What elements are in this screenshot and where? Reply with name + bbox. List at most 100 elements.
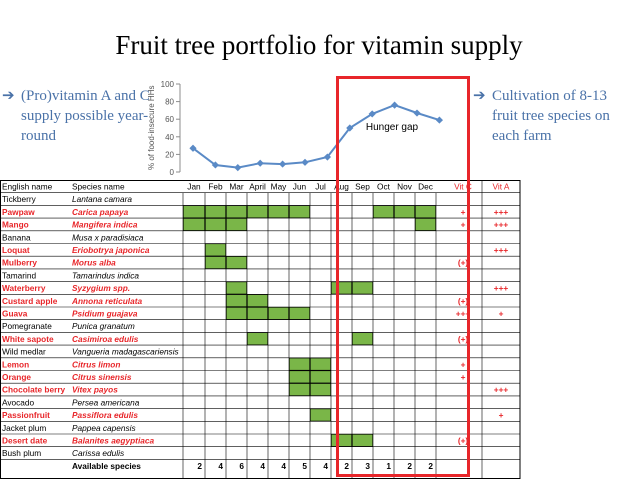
y-tick-label: 0 bbox=[170, 168, 175, 177]
english-name-cell: Mango bbox=[2, 220, 29, 230]
season-cell bbox=[414, 205, 436, 219]
season-cell bbox=[183, 218, 206, 231]
english-name-cell: Pomegranate bbox=[2, 321, 52, 331]
english-name-cell: Bush plum bbox=[2, 448, 41, 458]
header-month-nov: Nov bbox=[397, 182, 413, 192]
bullet-left: ➔ (Pro)vitamin A and C supply possible y… bbox=[2, 86, 152, 146]
species-name-cell: Passiflora edulis bbox=[72, 410, 138, 420]
season-cell bbox=[205, 243, 227, 257]
species-name-cell: Vitex payos bbox=[72, 385, 118, 395]
footer-count: 6 bbox=[239, 461, 244, 471]
season-cell bbox=[247, 205, 269, 219]
season-cell bbox=[205, 205, 227, 219]
data-point-marker bbox=[368, 110, 376, 118]
header-month-dec: Dec bbox=[418, 182, 433, 192]
season-cell bbox=[393, 205, 415, 219]
bullet-right-text: Cultivation of 8-13 fruit tree species o… bbox=[492, 88, 610, 144]
data-point-marker bbox=[391, 101, 399, 109]
season-cell bbox=[226, 205, 248, 219]
footer-count: 5 bbox=[302, 461, 307, 471]
vit-a-cell: +++ bbox=[494, 385, 509, 395]
english-name-cell: Chocolate berry bbox=[2, 385, 66, 395]
season-cell bbox=[226, 307, 248, 320]
season-cell bbox=[247, 294, 269, 307]
english-name-cell: Orange bbox=[2, 372, 31, 382]
english-name-cell: Avocado bbox=[2, 397, 35, 407]
season-cell bbox=[247, 307, 269, 320]
header-species-name: Species name bbox=[72, 182, 125, 192]
season-cell bbox=[309, 357, 331, 371]
season-cell bbox=[226, 218, 248, 231]
season-cell bbox=[183, 205, 206, 219]
series-line bbox=[192, 104, 440, 169]
species-name-cell: Syzygium spp. bbox=[72, 283, 130, 293]
footer-count: 4 bbox=[323, 461, 328, 471]
right-arrow-icon: ➔ bbox=[473, 88, 486, 104]
y-tick-label: 20 bbox=[165, 150, 174, 159]
season-cell bbox=[309, 408, 331, 422]
header-month-oct: Oct bbox=[377, 182, 391, 192]
bullet-right: ➔ Cultivation of 8-13 fruit tree species… bbox=[473, 86, 633, 146]
vit-a-cell: +++ bbox=[494, 245, 509, 255]
vit-a-cell: + bbox=[499, 309, 504, 319]
header-month-april: April bbox=[249, 182, 266, 192]
footer-count: 3 bbox=[365, 461, 370, 471]
season-cell bbox=[288, 307, 310, 320]
header-month-jun: Jun bbox=[293, 182, 307, 192]
season-cell bbox=[288, 370, 310, 384]
species-name-cell: Citrus limon bbox=[72, 359, 120, 369]
species-name-cell: Casimiroa edulis bbox=[72, 334, 139, 344]
header-month-sep: Sep bbox=[355, 182, 370, 192]
hunger-gap-annotation: Hunger gap bbox=[366, 122, 419, 133]
english-name-cell: White sapote bbox=[2, 334, 54, 344]
english-name-cell: Wild medlar bbox=[2, 347, 46, 357]
page-title: Fruit tree portfolio for vitamin supply bbox=[115, 30, 523, 60]
species-name-cell: Carissa edulis bbox=[72, 448, 124, 458]
species-name-cell: Mangifera indica bbox=[72, 220, 138, 230]
header-vit-c: Vit C bbox=[454, 182, 472, 192]
fruit-tree-calendar-table: English name Species name Jan Feb Mar April Ma… bbox=[0, 180, 521, 479]
footer-count: 2 bbox=[428, 461, 433, 471]
season-cell bbox=[309, 370, 331, 384]
hunger-gap-line-chart: 0 20 40 60 80 100 % of food-insecure HHs Hunger… bbox=[147, 80, 443, 177]
season-cell bbox=[309, 383, 331, 396]
data-point-marker bbox=[189, 144, 197, 152]
data-point-marker bbox=[346, 124, 354, 132]
vit-c-cell: +++ bbox=[456, 309, 471, 319]
bullet-left-text: (Pro)vitamin A and C supply possible yea… bbox=[21, 88, 150, 144]
english-name-cell: Mulberry bbox=[2, 258, 37, 268]
data-point-marker bbox=[279, 160, 287, 168]
season-cell bbox=[226, 281, 248, 295]
species-name-cell: Morus alba bbox=[72, 258, 116, 268]
season-cell bbox=[351, 281, 373, 295]
season-cell bbox=[267, 307, 289, 320]
species-name-cell: Carica papaya bbox=[72, 207, 129, 217]
vit-c-cell: + bbox=[461, 207, 466, 217]
species-name-cell: Punica granatum bbox=[72, 321, 135, 331]
season-cell bbox=[247, 332, 269, 346]
header-month-may: May bbox=[271, 182, 288, 192]
season-cell bbox=[288, 205, 310, 219]
y-tick-label: 60 bbox=[165, 115, 174, 124]
vit-c-cell: + bbox=[461, 372, 466, 382]
data-point-marker bbox=[211, 161, 219, 169]
data-point-marker bbox=[256, 159, 264, 167]
data-point-marker bbox=[435, 116, 443, 124]
vit-c-cell: (+) bbox=[458, 258, 469, 268]
footer-count: 2 bbox=[197, 461, 202, 471]
header-english-name: English name bbox=[2, 182, 53, 192]
header-month-aug: Aug bbox=[334, 182, 349, 192]
header-month-jan: Jan bbox=[187, 182, 201, 192]
species-name-cell: Psidium guajava bbox=[72, 309, 138, 319]
vit-c-cell: (+) bbox=[458, 334, 469, 344]
footer-count: 1 bbox=[386, 461, 391, 471]
footer-count: 4 bbox=[281, 461, 286, 471]
right-arrow-icon: ➔ bbox=[2, 88, 15, 104]
season-cell bbox=[330, 434, 352, 447]
y-tick-label: 40 bbox=[165, 133, 174, 142]
data-point-marker bbox=[413, 109, 421, 117]
species-name-cell: Lantana camara bbox=[72, 194, 132, 204]
header-month-feb: Feb bbox=[208, 182, 223, 192]
vit-c-cell: (+) bbox=[458, 436, 469, 446]
english-name-cell: Custard apple bbox=[2, 296, 58, 306]
